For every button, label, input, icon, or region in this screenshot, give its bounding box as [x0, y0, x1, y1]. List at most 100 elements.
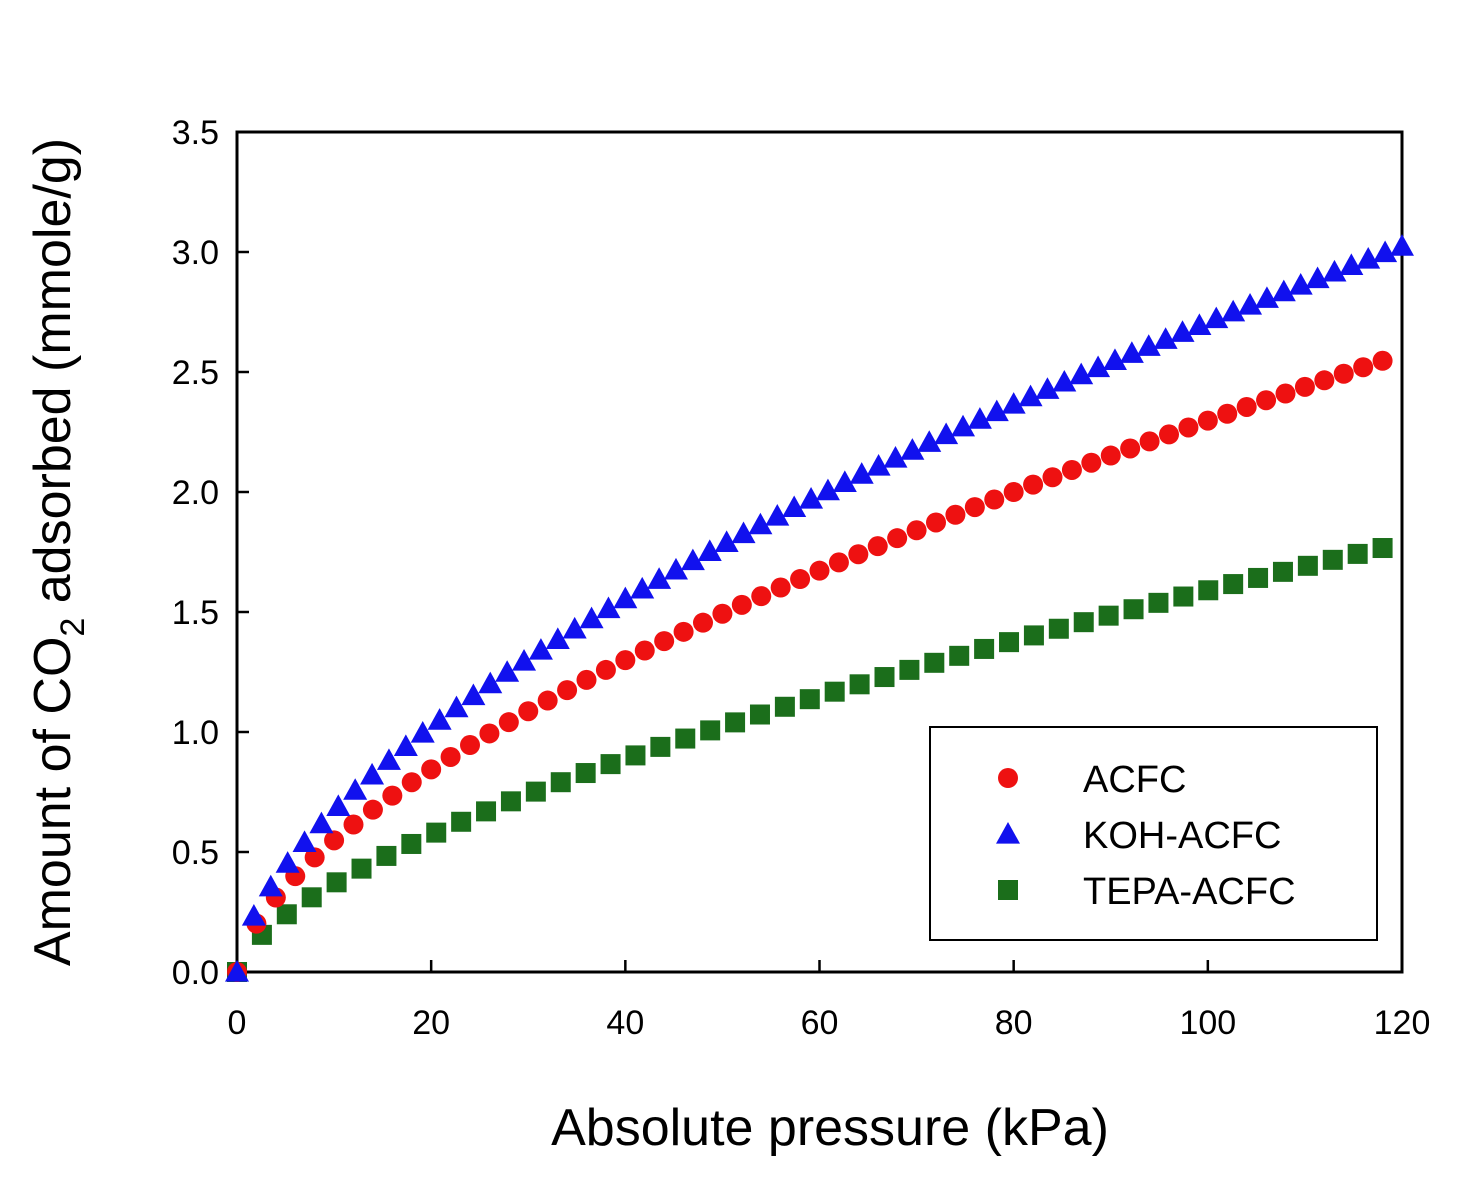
- point-acfc: [1100, 445, 1121, 466]
- point-acfc: [1061, 459, 1082, 480]
- point-koh-acfc: [832, 470, 857, 492]
- point-tepa-acfc: [326, 872, 347, 893]
- point-koh-acfc: [461, 683, 486, 706]
- point-acfc: [537, 690, 558, 711]
- point-koh-acfc: [495, 660, 520, 682]
- y-axis-title: Amount of CO2 adsorbed (mmole/g): [24, 138, 92, 966]
- point-acfc: [1120, 438, 1141, 459]
- x-tick-label: 0: [228, 1004, 247, 1042]
- point-tepa-acfc: [351, 858, 372, 879]
- point-tepa-acfc: [1297, 555, 1318, 576]
- point-koh-acfc: [393, 734, 418, 757]
- point-koh-acfc: [1153, 327, 1178, 349]
- point-koh-acfc: [1136, 334, 1161, 356]
- x-tick-label: 40: [606, 1004, 644, 1042]
- y-tick-label: 1.0: [172, 714, 219, 752]
- point-koh-acfc: [849, 462, 874, 484]
- point-tepa-acfc: [1148, 592, 1169, 613]
- point-acfc: [964, 497, 985, 518]
- point-tepa-acfc: [924, 652, 945, 673]
- point-koh-acfc: [765, 504, 790, 526]
- point-acfc: [634, 640, 655, 661]
- point-koh-acfc: [1119, 341, 1144, 363]
- point-koh-acfc: [1339, 253, 1364, 276]
- point-tepa-acfc: [1048, 618, 1069, 639]
- legend: ACFC KOH-ACFC TEPA-ACFC: [929, 726, 1378, 941]
- point-koh-acfc: [967, 407, 992, 429]
- point-koh-acfc: [427, 708, 452, 730]
- point-acfc: [557, 680, 578, 701]
- point-acfc: [1023, 474, 1044, 495]
- point-tepa-acfc: [276, 904, 297, 925]
- y-tick-label: 0.5: [172, 834, 219, 872]
- point-tepa-acfc: [376, 845, 397, 866]
- point-koh-acfc: [1170, 320, 1195, 342]
- point-koh-acfc: [275, 851, 300, 873]
- point-tepa-acfc: [550, 772, 571, 793]
- point-acfc: [1139, 431, 1160, 452]
- point-acfc: [615, 650, 636, 671]
- point-acfc: [673, 621, 694, 642]
- point-koh-acfc: [883, 446, 908, 468]
- point-koh-acfc: [1254, 286, 1279, 308]
- x-tick-label: 60: [801, 1004, 839, 1042]
- x-tick-label: 80: [995, 1004, 1033, 1042]
- point-acfc: [1081, 452, 1102, 473]
- point-koh-acfc: [900, 438, 925, 460]
- point-koh-acfc: [934, 422, 959, 445]
- point-koh-acfc: [984, 399, 1009, 422]
- point-acfc: [848, 544, 869, 565]
- point-tepa-acfc: [749, 704, 770, 725]
- point-acfc: [1372, 350, 1393, 371]
- point-acfc: [731, 594, 752, 615]
- point-koh-acfc: [613, 586, 638, 609]
- point-koh-acfc: [1288, 273, 1313, 295]
- point-koh-acfc: [241, 903, 266, 926]
- point-tepa-acfc: [999, 632, 1020, 653]
- legend-label-tepa-acfc: TEPA-ACFC: [1083, 871, 1296, 913]
- point-acfc: [790, 569, 811, 590]
- point-tepa-acfc: [401, 833, 422, 854]
- point-tepa-acfc: [1322, 549, 1343, 570]
- point-acfc: [304, 847, 325, 868]
- point-koh-acfc: [1102, 348, 1127, 370]
- point-koh-acfc: [478, 671, 503, 694]
- point-acfc: [693, 612, 713, 633]
- point-koh-acfc: [343, 778, 368, 800]
- point-tepa-acfc: [700, 720, 721, 741]
- point-acfc: [460, 735, 480, 756]
- legend-label-acfc: ACFC: [1083, 759, 1186, 801]
- point-tepa-acfc: [774, 696, 795, 717]
- point-acfc: [595, 659, 616, 680]
- point-koh-acfc: [714, 530, 739, 552]
- point-tepa-acfc: [675, 728, 696, 749]
- series-koh-acfc: [225, 234, 1414, 982]
- x-axis-title: Absolute pressure (kPa): [551, 1099, 1109, 1157]
- point-acfc: [867, 536, 888, 557]
- point-koh-acfc: [748, 512, 773, 535]
- point-koh-acfc: [1187, 313, 1212, 336]
- point-tepa-acfc: [799, 689, 820, 710]
- point-koh-acfc: [444, 695, 469, 718]
- point-koh-acfc: [1305, 266, 1330, 289]
- point-koh-acfc: [1069, 362, 1094, 385]
- point-tepa-acfc: [725, 712, 746, 733]
- point-tepa-acfc: [1223, 574, 1244, 595]
- y-tick-label: 2.0: [172, 474, 219, 512]
- point-koh-acfc: [1322, 259, 1347, 282]
- y-tick-label: 2.5: [172, 354, 219, 392]
- point-koh-acfc: [1052, 369, 1077, 392]
- x-tick-label: 100: [1179, 1004, 1236, 1042]
- point-acfc: [1197, 410, 1218, 431]
- point-acfc: [401, 772, 422, 793]
- y-axis: 0.0 0.5 1.0 1.5 2.0 2.5 3.0 3.5: [172, 114, 249, 992]
- point-acfc: [479, 723, 500, 744]
- point-koh-acfc: [579, 606, 604, 629]
- point-koh-acfc: [1271, 279, 1296, 302]
- point-acfc: [1353, 357, 1374, 378]
- point-koh-acfc: [647, 567, 672, 589]
- point-tepa-acfc: [974, 638, 995, 659]
- point-koh-acfc: [917, 430, 942, 452]
- point-acfc: [712, 603, 733, 624]
- point-acfc: [576, 669, 597, 690]
